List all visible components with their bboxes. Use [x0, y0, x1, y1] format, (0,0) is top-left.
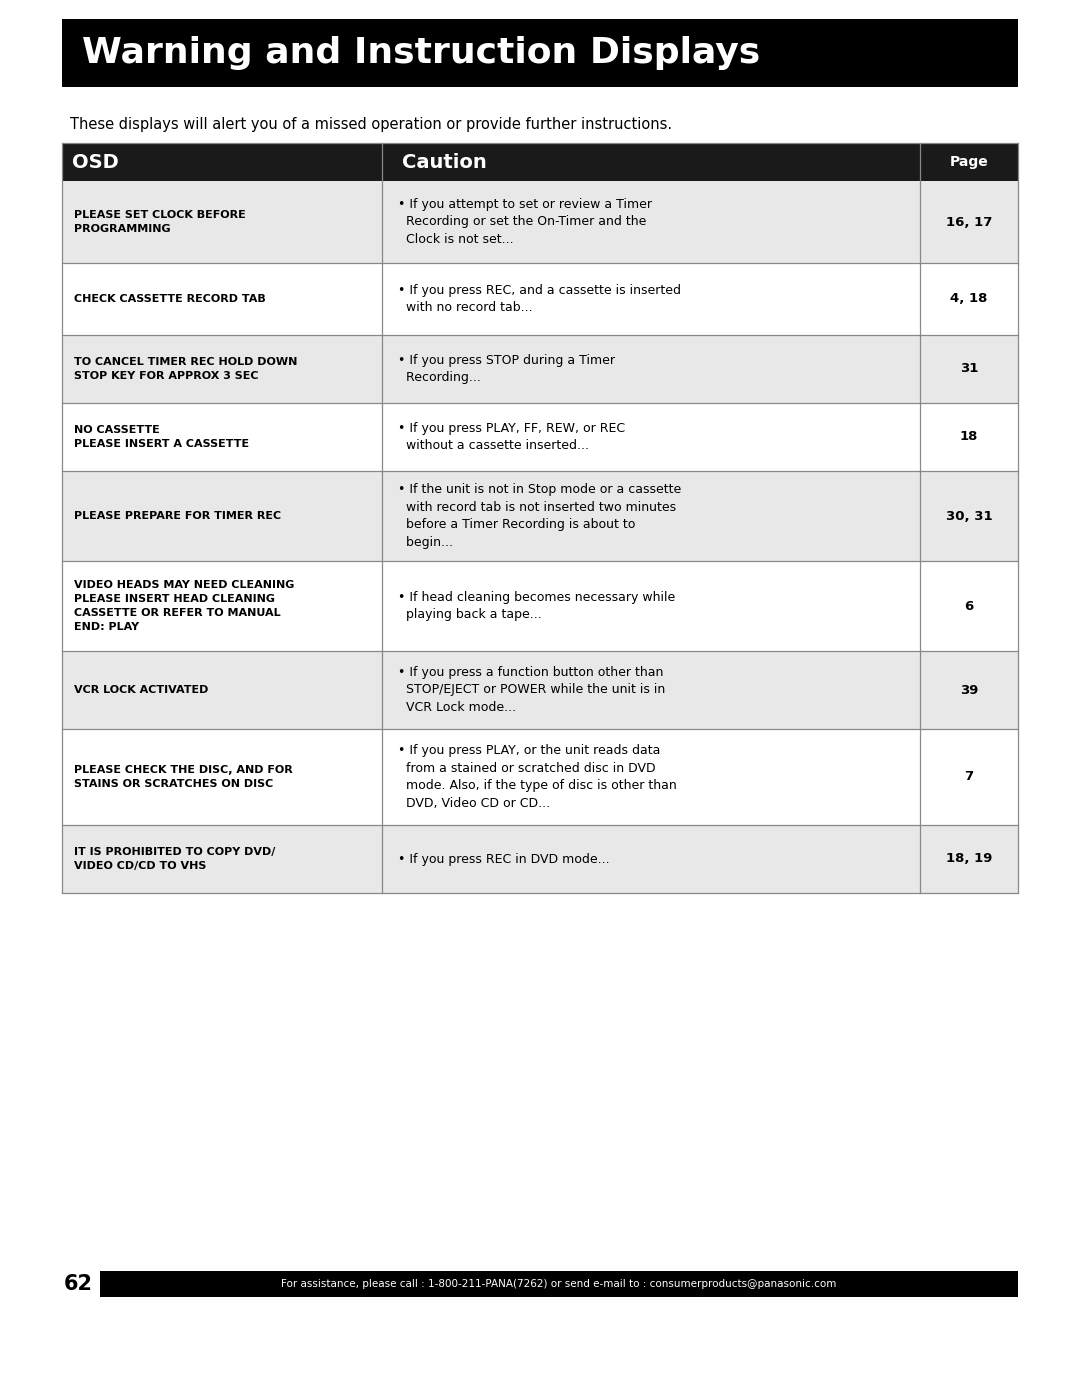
Text: • If you press a function button other than
  STOP/EJECT or POWER while the unit: • If you press a function button other t…: [399, 666, 665, 714]
Bar: [920, 402, 1018, 471]
Bar: [920, 182, 1018, 263]
Bar: [382, 402, 920, 471]
Text: PLEASE CHECK THE DISC, AND FOR
STAINS OR SCRATCHES ON DISC: PLEASE CHECK THE DISC, AND FOR STAINS OR…: [75, 766, 293, 789]
Bar: [920, 562, 1018, 651]
Bar: [920, 263, 1018, 335]
Bar: [382, 826, 920, 893]
Bar: [62, 471, 382, 562]
Text: 18: 18: [960, 430, 978, 443]
Bar: [100, 1271, 1018, 1296]
Text: These displays will alert you of a missed operation or provide further instructi: These displays will alert you of a misse…: [70, 117, 672, 131]
Text: 18, 19: 18, 19: [946, 852, 993, 866]
Text: 31: 31: [960, 362, 978, 376]
Text: 62: 62: [64, 1274, 93, 1294]
Text: Caution: Caution: [402, 152, 487, 172]
Text: TO CANCEL TIMER REC HOLD DOWN
STOP KEY FOR APPROX 3 SEC: TO CANCEL TIMER REC HOLD DOWN STOP KEY F…: [75, 358, 297, 381]
Text: NO CASSETTE
PLEASE INSERT A CASSETTE: NO CASSETTE PLEASE INSERT A CASSETTE: [75, 425, 249, 448]
Bar: [382, 651, 920, 729]
Bar: [62, 402, 382, 471]
Text: • If you press PLAY, FF, REW, or REC
  without a cassette inserted...: • If you press PLAY, FF, REW, or REC wit…: [399, 422, 625, 453]
Text: 30, 31: 30, 31: [946, 510, 993, 522]
Bar: [62, 263, 382, 335]
Text: VCR LOCK ACTIVATED: VCR LOCK ACTIVATED: [75, 685, 208, 694]
Bar: [920, 335, 1018, 402]
Text: • If you press STOP during a Timer
  Recording...: • If you press STOP during a Timer Recor…: [399, 353, 615, 384]
Bar: [382, 471, 920, 562]
Text: 39: 39: [960, 683, 978, 697]
Bar: [62, 335, 382, 402]
Text: 6: 6: [964, 599, 974, 612]
Bar: [920, 142, 1018, 182]
Bar: [920, 651, 1018, 729]
Bar: [382, 182, 920, 263]
Text: Page: Page: [949, 155, 988, 169]
Text: • If the unit is not in Stop mode or a cassette
  with record tab is not inserte: • If the unit is not in Stop mode or a c…: [399, 483, 681, 549]
Bar: [62, 20, 1018, 87]
Bar: [920, 471, 1018, 562]
Text: • If you attempt to set or review a Timer
  Recording or set the On-Timer and th: • If you attempt to set or review a Time…: [399, 198, 652, 246]
Text: • If you press REC in DVD mode...: • If you press REC in DVD mode...: [399, 852, 609, 866]
Text: OSD: OSD: [72, 152, 119, 172]
Text: 7: 7: [964, 771, 973, 784]
Bar: [62, 562, 382, 651]
Bar: [382, 142, 920, 182]
Text: PLEASE SET CLOCK BEFORE
PROGRAMMING: PLEASE SET CLOCK BEFORE PROGRAMMING: [75, 210, 246, 235]
Text: IT IS PROHIBITED TO COPY DVD/
VIDEO CD/CD TO VHS: IT IS PROHIBITED TO COPY DVD/ VIDEO CD/C…: [75, 847, 275, 870]
Bar: [382, 335, 920, 402]
Bar: [62, 182, 382, 263]
Bar: [382, 263, 920, 335]
Text: Warning and Instruction Displays: Warning and Instruction Displays: [82, 36, 760, 70]
Text: • If you press PLAY, or the unit reads data
  from a stained or scratched disc i: • If you press PLAY, or the unit reads d…: [399, 745, 677, 810]
Text: 16, 17: 16, 17: [946, 215, 993, 229]
Text: PLEASE PREPARE FOR TIMER REC: PLEASE PREPARE FOR TIMER REC: [75, 511, 281, 521]
Text: 4, 18: 4, 18: [950, 292, 988, 306]
Bar: [62, 142, 382, 182]
Text: CHECK CASSETTE RECORD TAB: CHECK CASSETTE RECORD TAB: [75, 293, 266, 305]
Bar: [920, 729, 1018, 826]
Bar: [62, 826, 382, 893]
Bar: [62, 651, 382, 729]
Text: For assistance, please call : 1-800-211-PANA(7262) or send e-mail to : consumerp: For assistance, please call : 1-800-211-…: [281, 1280, 837, 1289]
Bar: [920, 826, 1018, 893]
Bar: [382, 729, 920, 826]
Text: • If you press REC, and a cassette is inserted
  with no record tab...: • If you press REC, and a cassette is in…: [399, 284, 681, 314]
Bar: [62, 729, 382, 826]
Bar: [382, 562, 920, 651]
Text: • If head cleaning becomes necessary while
  playing back a tape...: • If head cleaning becomes necessary whi…: [399, 591, 675, 622]
Text: VIDEO HEADS MAY NEED CLEANING
PLEASE INSERT HEAD CLEANING
CASSETTE OR REFER TO M: VIDEO HEADS MAY NEED CLEANING PLEASE INS…: [75, 580, 295, 631]
